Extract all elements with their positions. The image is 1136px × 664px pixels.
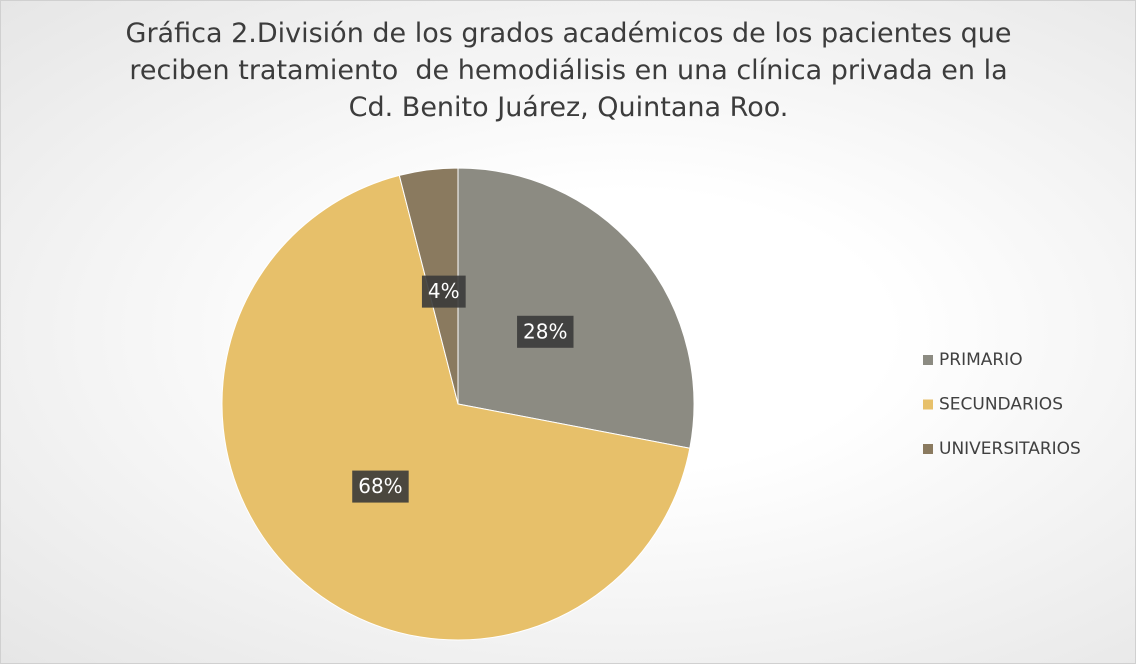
legend-swatch xyxy=(923,399,933,410)
chart-title: Gráfica 2.División de los grados académi… xyxy=(125,18,1021,123)
data-label: 68% xyxy=(358,474,402,498)
data-label-box xyxy=(421,275,466,308)
data-label: 28% xyxy=(523,319,567,343)
pie-slice xyxy=(457,167,695,449)
pie-slice xyxy=(221,174,691,641)
legend-swatch xyxy=(923,444,933,454)
data-label-box xyxy=(352,470,409,503)
legend-swatch xyxy=(923,355,933,365)
legend-label: UNIVERSITARIOS xyxy=(939,439,1081,459)
data-label: 4% xyxy=(428,279,460,303)
data-label-box xyxy=(517,315,574,348)
legend-label: PRIMARIO xyxy=(939,350,1023,370)
legend-label: SECUNDARIOS xyxy=(939,395,1063,415)
